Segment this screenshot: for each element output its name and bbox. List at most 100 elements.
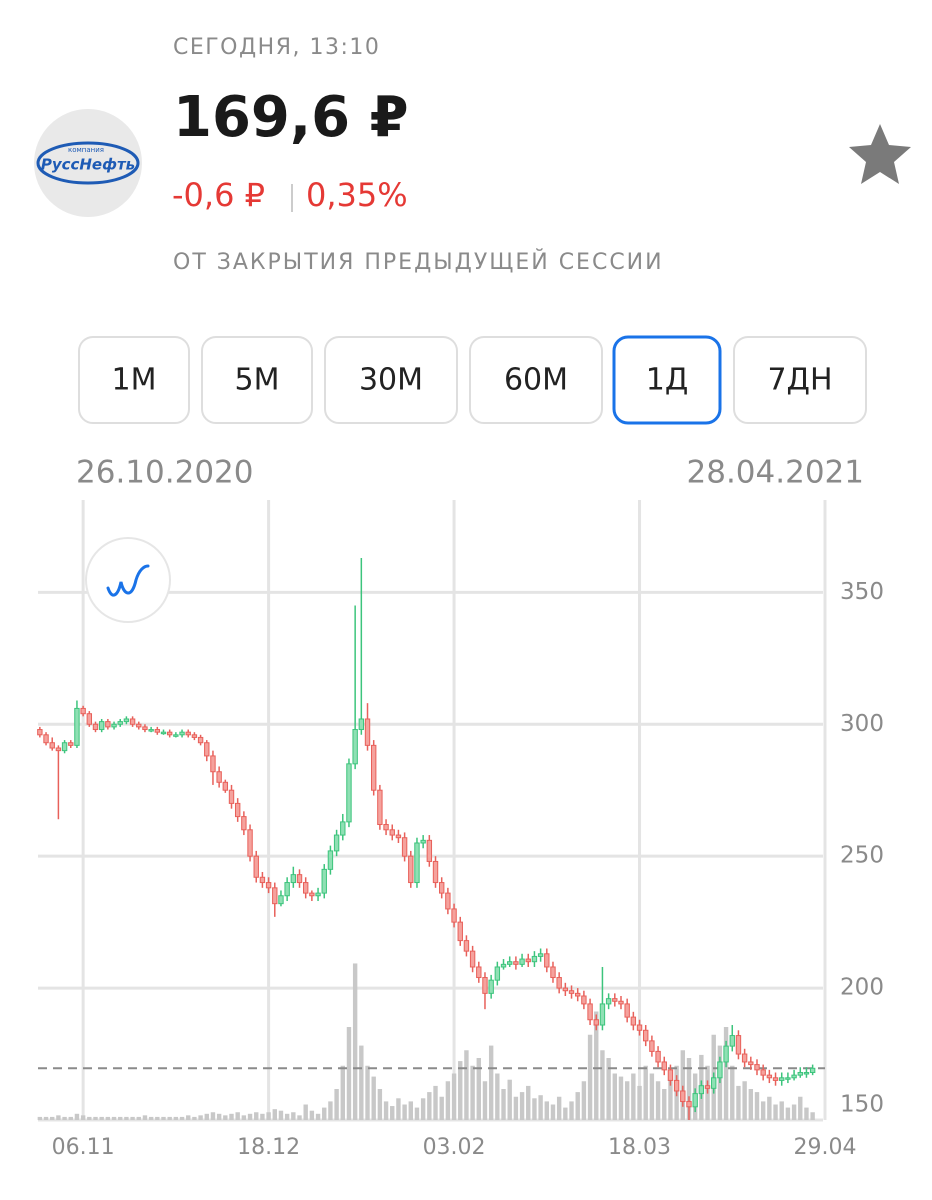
candle-body — [556, 977, 562, 989]
candle-body — [735, 1035, 742, 1055]
volume-bar — [742, 1081, 747, 1120]
candle-body — [111, 723, 117, 728]
candle-body — [49, 742, 55, 749]
candle-body — [241, 816, 247, 831]
time: СЕГОДНЯ, 13:10 — [173, 35, 380, 60]
logo-text: РуссНефть — [41, 156, 135, 174]
volume-bar — [649, 1073, 655, 1120]
candle-body — [618, 1000, 624, 1005]
volume-bar — [538, 1095, 543, 1120]
candle-body — [797, 1072, 803, 1076]
chart-type-button[interactable] — [85, 537, 171, 623]
candle-body — [210, 755, 216, 773]
volume-bar — [544, 1101, 549, 1120]
x-tick-label: 03.02 — [423, 1135, 486, 1160]
candle-body — [86, 713, 93, 725]
period-button[interactable] — [324, 336, 458, 424]
period-button[interactable] — [469, 336, 603, 424]
volume-bar — [124, 1116, 129, 1120]
volume-bar — [235, 1112, 240, 1120]
volume-bar — [291, 1112, 296, 1120]
volume-bar — [198, 1115, 203, 1120]
volume-bar — [594, 1011, 599, 1120]
volume-bar — [501, 1089, 506, 1120]
candle-body — [451, 908, 457, 923]
volume-bar — [482, 1081, 488, 1120]
chart-type-circle[interactable] — [85, 537, 171, 623]
candle-body — [667, 1069, 674, 1081]
volume-bar — [352, 963, 358, 1120]
candle-body — [222, 781, 229, 791]
period-buttons: 1М 5М 30М 60М 1Д 7ДН — [78, 335, 867, 425]
candle-body — [531, 955, 538, 963]
volume-bar — [179, 1116, 185, 1120]
candle-body — [346, 763, 352, 823]
candle-body — [253, 855, 259, 878]
period-label[interactable]: 7ДН — [767, 363, 832, 398]
candle-body — [500, 963, 507, 968]
volume-bar — [804, 1107, 809, 1120]
period-label[interactable]: 5М — [235, 363, 280, 398]
candle-body — [809, 1067, 816, 1074]
candle-body — [191, 734, 198, 738]
candle-body — [562, 987, 569, 992]
volume-bar — [464, 1050, 469, 1120]
volume-bar — [569, 1101, 574, 1120]
candle-body — [519, 958, 525, 965]
candle-body — [649, 1040, 655, 1052]
volume-bar — [50, 1116, 55, 1120]
period-button[interactable] — [612, 335, 722, 425]
candle-body — [680, 1090, 686, 1103]
favorite-star[interactable] — [849, 124, 911, 184]
period-label[interactable]: 1Д — [646, 363, 689, 398]
period-label[interactable]: 1М — [112, 363, 157, 398]
y-tick-label: 200 — [840, 975, 884, 1001]
candle-body — [136, 723, 142, 728]
candle-body — [439, 882, 445, 894]
volume-bar — [779, 1101, 784, 1120]
candle-body — [482, 977, 488, 994]
period-label[interactable]: 60М — [504, 363, 568, 398]
x-tick-label: 29.04 — [794, 1135, 857, 1160]
period-button[interactable] — [733, 336, 867, 424]
volume-bar — [223, 1115, 228, 1120]
volume-bar — [532, 1098, 537, 1120]
volume-bar — [754, 1092, 760, 1120]
candle-body — [315, 892, 321, 897]
volume-bar — [587, 1034, 593, 1120]
volume-bar — [365, 1065, 370, 1120]
change-pct: 0,35% — [306, 176, 408, 214]
period-button[interactable] — [78, 336, 190, 424]
volume-bar — [74, 1113, 80, 1120]
volume-bar — [266, 1112, 271, 1120]
volume-bar — [550, 1104, 556, 1120]
volume-bar — [606, 1058, 611, 1120]
volume-bar — [340, 1065, 345, 1120]
logo — [34, 109, 142, 217]
volume-bar — [359, 1045, 364, 1120]
candle-body — [327, 850, 334, 870]
period-button[interactable] — [201, 336, 313, 424]
volume-bar — [309, 1110, 315, 1120]
candle-body — [544, 953, 550, 968]
volume-bar — [315, 1113, 321, 1120]
volume-bar — [68, 1116, 73, 1120]
volume-bar — [785, 1107, 791, 1120]
candle-body — [284, 882, 290, 897]
candle-body — [55, 747, 62, 752]
volume-bar — [241, 1115, 247, 1120]
candle-body — [340, 821, 346, 836]
chart-type-icon[interactable] — [106, 564, 150, 597]
candle-body — [290, 874, 297, 884]
volume-bar — [173, 1116, 179, 1120]
period-label[interactable]: 30М — [359, 363, 423, 398]
candle-body — [686, 1101, 692, 1108]
y-tick-label: 150 — [840, 1092, 884, 1118]
candle-body — [698, 1085, 705, 1095]
candle-body — [754, 1064, 760, 1071]
volume-bar — [297, 1115, 302, 1120]
x-tick-label: 06.11 — [52, 1135, 115, 1160]
volume-bar — [408, 1101, 413, 1120]
price: 169,6 ₽ — [173, 85, 409, 150]
